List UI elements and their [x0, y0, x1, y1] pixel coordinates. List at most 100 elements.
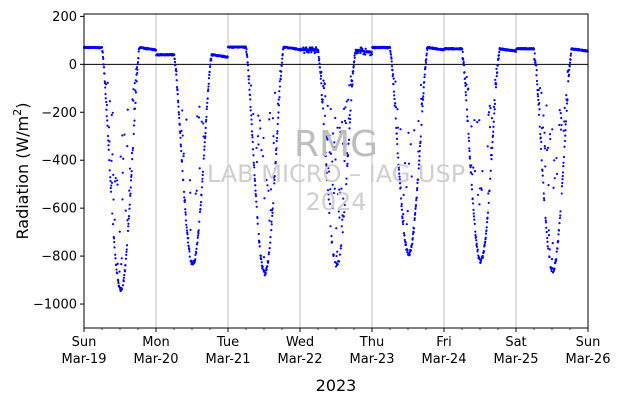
data-point — [188, 179, 192, 182]
data-point — [277, 104, 281, 107]
data-point — [107, 148, 110, 151]
data-point — [537, 88, 540, 92]
data-point — [128, 167, 132, 170]
data-point — [537, 113, 541, 116]
data-point — [250, 118, 253, 121]
x-tick-date-label: Mar-21 — [206, 352, 251, 367]
data-point — [325, 163, 328, 166]
data-point — [121, 198, 124, 201]
data-point — [408, 253, 411, 256]
data-point — [131, 158, 134, 161]
data-point — [344, 106, 347, 109]
data-point — [411, 237, 414, 240]
data-point — [200, 186, 204, 189]
data-point — [412, 231, 415, 234]
data-point — [319, 77, 322, 80]
data-point — [111, 111, 114, 114]
data-point — [551, 128, 554, 131]
data-point — [112, 173, 115, 176]
data-point — [259, 254, 263, 257]
data-point — [260, 261, 263, 264]
data-point — [125, 253, 128, 256]
data-point — [126, 145, 129, 148]
data-point — [173, 53, 176, 56]
data-point — [246, 64, 250, 67]
data-point — [118, 230, 121, 233]
data-point — [563, 145, 566, 148]
data-point — [196, 236, 199, 239]
data-point — [256, 216, 259, 220]
y-axis-label: Radiation (W/m2) — [11, 103, 32, 240]
x-tick-date-label: Mar-26 — [566, 352, 611, 367]
data-point — [310, 51, 313, 54]
data-point — [326, 189, 330, 192]
data-point — [179, 143, 182, 146]
data-point — [326, 104, 329, 107]
data-point — [496, 71, 499, 74]
data-point — [107, 144, 110, 147]
data-point — [347, 98, 350, 101]
data-point — [256, 135, 260, 138]
data-point — [399, 186, 402, 189]
data-point — [179, 145, 183, 148]
data-point — [269, 188, 273, 191]
data-point — [330, 235, 333, 238]
data-point — [539, 133, 542, 136]
data-point — [490, 158, 493, 161]
data-point — [182, 178, 185, 182]
data-point — [112, 237, 116, 240]
data-point — [274, 160, 277, 164]
data-point — [497, 54, 501, 57]
data-point — [324, 155, 327, 158]
data-point — [205, 107, 208, 111]
data-point — [180, 160, 184, 163]
data-point — [203, 148, 206, 151]
data-point — [345, 183, 348, 186]
data-point — [198, 105, 201, 108]
data-point — [265, 178, 268, 182]
data-point — [129, 194, 132, 197]
data-point — [129, 179, 133, 182]
data-point — [565, 94, 568, 97]
data-point — [337, 260, 341, 263]
data-point — [356, 51, 360, 54]
data-point — [328, 134, 331, 137]
data-point — [560, 185, 564, 188]
data-point — [414, 203, 418, 207]
data-point — [252, 161, 255, 164]
data-point — [492, 130, 495, 133]
x-tick-day-label: Sun — [576, 335, 601, 350]
data-point — [183, 196, 186, 199]
data-point — [422, 86, 425, 89]
data-point — [177, 105, 180, 108]
data-point — [124, 257, 128, 260]
data-point — [188, 248, 191, 251]
data-point — [488, 104, 491, 107]
data-point — [397, 163, 400, 166]
data-point — [106, 81, 109, 84]
data-point — [262, 136, 265, 140]
data-point — [273, 182, 276, 185]
data-point — [496, 64, 499, 67]
data-point — [487, 201, 490, 204]
data-point — [133, 119, 136, 122]
data-point — [558, 108, 561, 112]
data-point — [258, 245, 261, 248]
data-point — [108, 169, 111, 172]
data-point — [110, 184, 113, 187]
data-point — [352, 65, 355, 68]
data-point — [567, 80, 570, 83]
data-point — [481, 169, 484, 173]
data-point — [552, 186, 555, 189]
data-point — [207, 82, 210, 85]
data-point — [400, 202, 403, 206]
data-point — [541, 174, 544, 177]
data-point — [246, 55, 249, 59]
data-point — [113, 218, 116, 221]
data-point — [346, 153, 350, 157]
data-point — [543, 198, 546, 202]
data-point — [419, 140, 422, 143]
data-point — [399, 128, 402, 131]
data-point — [124, 264, 127, 267]
